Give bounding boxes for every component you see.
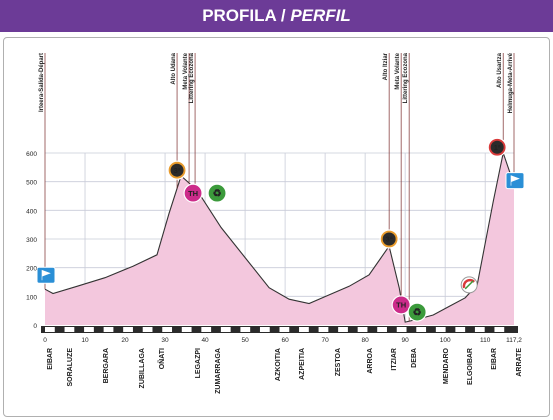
x-tick-label: 20: [121, 337, 129, 344]
y-tick-label: 300: [26, 237, 37, 244]
x-tick-label: 70: [322, 337, 330, 344]
town-label: EIBAR: [491, 348, 498, 370]
top-label: Meta Volante: [183, 52, 189, 89]
distance-band-segment: [84, 327, 94, 332]
top-label: Littering Ecozona: [189, 52, 195, 103]
distance-band-segment: [123, 327, 133, 332]
climb-marker-inner: [170, 163, 184, 177]
x-tick-label: 110: [480, 337, 491, 344]
climb-marker-inner: [490, 140, 504, 154]
town-label: OÑATI: [157, 348, 166, 369]
town-label: DEBA: [411, 348, 418, 368]
distance-band-segment: [494, 327, 505, 332]
distance-band-segment: [357, 327, 368, 332]
distance-band-segment: [474, 327, 485, 332]
finish-flag-icon: [510, 175, 520, 186]
distance-band-segment: [416, 327, 427, 332]
distance-band-segment: [377, 327, 387, 332]
x-tick-label: 10: [81, 337, 89, 344]
distance-band-segment: [103, 327, 114, 332]
distance-band-segment: [455, 327, 466, 332]
y-tick-label: 100: [26, 294, 37, 301]
distance-band-segment: [142, 327, 153, 332]
eco-marker: [407, 302, 427, 322]
y-tick-label: 0: [33, 323, 37, 330]
x-tick-label: 60: [281, 337, 289, 344]
town-label: BERGARA: [103, 348, 110, 383]
top-label: Alto Udana: [171, 52, 177, 84]
town-label: MENDARO: [443, 347, 450, 384]
feed-zone-icon-stroke: [464, 280, 474, 290]
eco-marker-label: ♻: [413, 308, 422, 319]
climb-marker-inner: [382, 232, 396, 246]
distance-band-segment: [318, 327, 329, 332]
sprint-marker: [391, 295, 411, 315]
x-tick-label: 90: [402, 337, 410, 344]
town-label: AZPEITIA: [299, 348, 306, 380]
eco-marker: [207, 183, 227, 203]
town-label: ELGOIBAR: [467, 348, 474, 385]
top-label: Meta Volante: [395, 52, 401, 89]
town-label: ARROA: [367, 348, 374, 374]
distance-band-segment: [45, 327, 55, 332]
distance-band-segment: [435, 327, 446, 332]
sprint-marker: [183, 183, 203, 203]
distance-band-segment: [162, 327, 173, 332]
top-label: Irteera-Salida-Départ: [39, 53, 45, 112]
x-tick-label: 80: [362, 337, 370, 344]
climb-marker-label: 3ª: [174, 166, 181, 175]
sprint-marker-label: TH: [188, 189, 198, 198]
distance-band-segment: [396, 327, 407, 332]
start-flag: [36, 266, 56, 284]
start-flag-icon: [41, 269, 51, 281]
x-tick-label: 30: [161, 337, 169, 344]
top-label: Alto Itziar: [383, 52, 389, 80]
town-label: ARRATE: [516, 348, 523, 377]
distance-band-segment: [201, 327, 212, 332]
x-tick-label: 100: [440, 337, 451, 344]
x-end-label: 117,2: [506, 337, 522, 344]
x-tick-label: 50: [241, 337, 249, 344]
distance-band-segment: [181, 327, 192, 332]
page-title-bar: PROFILA / PERFIL: [0, 0, 553, 32]
x-tick-label: 0: [43, 337, 47, 344]
page-title: PROFILA /: [202, 6, 291, 25]
distance-band-segment: [259, 327, 270, 332]
town-label: SORALUZE: [67, 348, 74, 387]
y-tick-label: 500: [26, 180, 37, 187]
distance-band-segment: [220, 327, 231, 332]
profile-line: [44, 150, 515, 323]
town-label: EIBAR: [47, 348, 54, 370]
town-label: ZESTOA: [335, 348, 342, 376]
town-label: ITZIAR: [391, 348, 398, 371]
y-tick-label: 200: [26, 266, 37, 273]
distance-band-segment: [338, 327, 348, 332]
profile-area: [45, 153, 514, 325]
finish-flag: [505, 172, 525, 190]
climb-marker-label: 1ª: [494, 143, 501, 152]
town-label: ZUBILLAGA: [139, 348, 146, 388]
distance-band-segment: [299, 327, 309, 332]
town-label: AZKOITIA: [275, 348, 282, 381]
sprint-marker-label: TH: [396, 301, 406, 310]
top-label: Alto Usartza: [497, 52, 503, 88]
top-label: Helmuga-Meta-Arrivé: [508, 52, 514, 113]
page-title-italic: PERFIL: [290, 6, 351, 25]
town-label: ZUMARRAGA: [215, 348, 222, 394]
x-tick-label: 40: [201, 337, 209, 344]
town-label: LEGAZPI: [195, 348, 202, 378]
distance-band-segment: [64, 327, 75, 332]
y-tick-label: 400: [26, 208, 37, 215]
chart-frame: [3, 37, 550, 417]
eco-marker-label: ♻: [213, 189, 222, 200]
distance-band-segment: [279, 327, 290, 332]
climb-marker-label: 3ª: [386, 235, 393, 244]
y-tick-label: 600: [26, 151, 37, 158]
top-label: Littering Ecozona: [403, 52, 409, 103]
distance-band-segment: [240, 327, 251, 332]
